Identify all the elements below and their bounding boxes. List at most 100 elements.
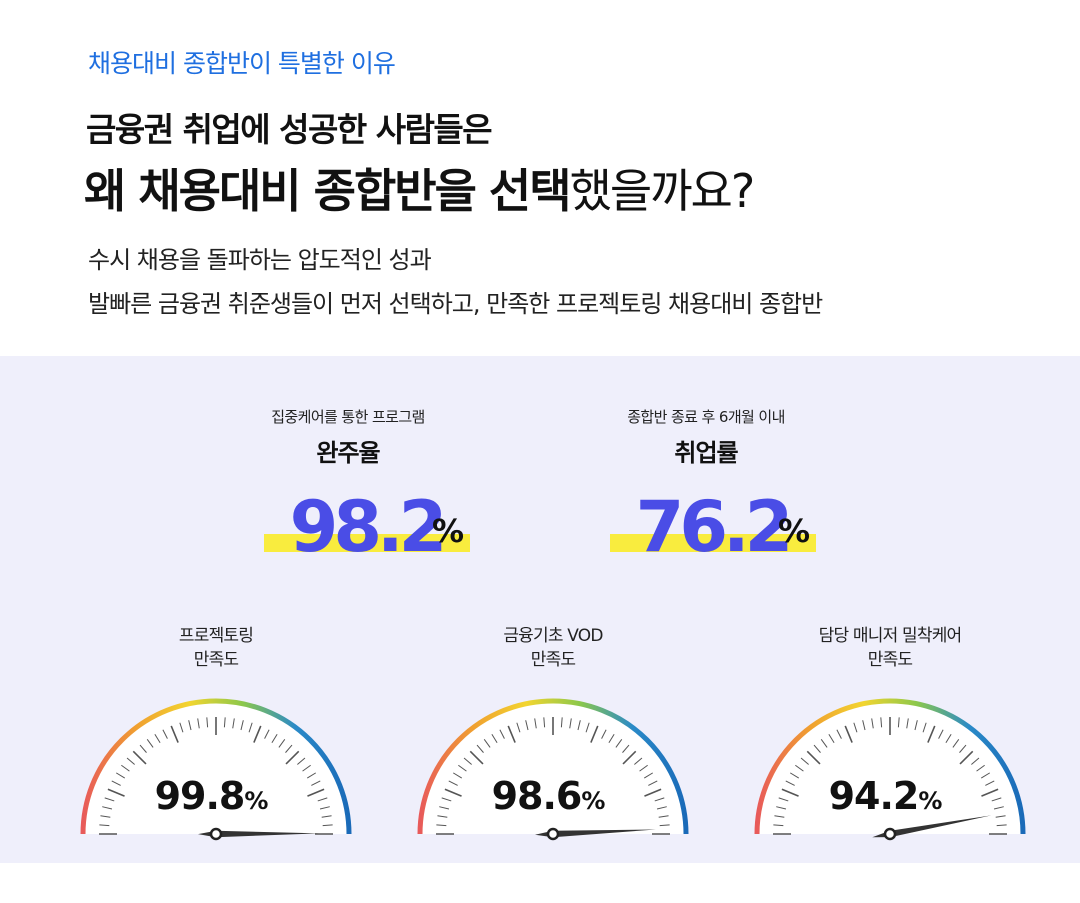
- stat-caption: 종합반 종료 후 6개월 이내: [627, 408, 785, 426]
- intro-section: 채용대비 종합반이 특별한 이유 금융권 취업에 성공한 사람들은 왜 채용대비…: [0, 0, 1080, 356]
- gauge-tick: [644, 788, 662, 797]
- gauge-tick: [458, 764, 467, 772]
- gauge-tick: [476, 744, 484, 753]
- gauge-tick: [981, 788, 999, 797]
- gauge-tick: [601, 729, 607, 739]
- headline-rest: 했을까요?: [569, 164, 756, 218]
- gauge-tick: [264, 729, 270, 739]
- gauge-tick: [306, 772, 317, 779]
- gauge-value-number: 94.2: [828, 774, 920, 818]
- gauge-tick: [525, 720, 529, 731]
- gauge-tick: [577, 720, 581, 731]
- gauge-tick: [441, 797, 452, 802]
- gauge-tick: [170, 725, 179, 743]
- gauge-tick: [971, 757, 980, 765]
- gauge-label: 담당 매니저 밀착케어 만족도: [750, 624, 1030, 672]
- gauge-tick: [560, 717, 563, 728]
- gauge-tick: [959, 750, 974, 765]
- gauge-tick: [806, 750, 821, 765]
- gauge-tick: [469, 750, 484, 765]
- gauge-value-unit: %: [918, 787, 942, 815]
- gauge-tick: [132, 750, 147, 765]
- gauge-tick: [248, 722, 253, 733]
- headline-line-2: 왜 채용대비 종합반을 선택했을까요?: [84, 155, 756, 221]
- gauge-tick: [179, 722, 184, 733]
- gauge-face: [83, 701, 349, 834]
- gauge-face: [757, 701, 1023, 834]
- stat-title: 취업률: [674, 439, 738, 467]
- gauge-tick: [206, 717, 209, 728]
- stat-employment-rate: 종합반 종료 후 6개월 이내 취업률 76.2 %: [556, 406, 856, 568]
- gauge-needle-hub: [546, 827, 560, 841]
- gauge-tick: [622, 744, 630, 753]
- gauge-tick: [569, 718, 572, 729]
- gauge-tick: [615, 739, 623, 748]
- gauge-tick: [945, 733, 952, 744]
- gauge-tick: [991, 797, 1002, 802]
- gauge-tick: [976, 764, 985, 772]
- gauge-tick: [107, 788, 125, 797]
- gauge-rim: [417, 698, 689, 835]
- gauge-tick: [197, 718, 200, 729]
- gauge-tick: [844, 725, 853, 743]
- stat-highlight-bar: [264, 534, 470, 552]
- stat-value: 98.2: [289, 486, 448, 568]
- gauge-tick: [463, 757, 472, 765]
- gauge-tick: [285, 750, 300, 765]
- gauge-tick: [302, 764, 311, 772]
- gauge-tick: [319, 806, 330, 810]
- stat-title: 완주율: [316, 439, 380, 467]
- gauge-tick: [590, 725, 599, 743]
- gauge-rim: [80, 698, 352, 835]
- gauge-tick: [297, 757, 306, 765]
- gauge-value-number: 99.8: [154, 774, 246, 818]
- gauge-needle-hub: [883, 827, 897, 841]
- stat-completion-rate: 집중케어를 통한 프로그램 완주율 98.2 %: [198, 406, 498, 568]
- gauge-tick: [659, 824, 670, 827]
- gauge-tick: [789, 772, 800, 779]
- gauge-face: [420, 701, 686, 834]
- headline-strong: 왜 채용대비 종합반을 선택: [84, 164, 572, 218]
- gauge-tick: [121, 764, 130, 772]
- gauge-tick: [102, 806, 113, 810]
- gauge-tick: [162, 729, 168, 739]
- gauge-tick: [232, 718, 235, 729]
- gauge-tick: [253, 725, 262, 743]
- gauge-tick: [188, 720, 192, 731]
- gauge-tick: [952, 739, 960, 748]
- gauge-tick: [622, 750, 637, 765]
- gauge-tick: [658, 815, 669, 818]
- gauge-tick: [115, 772, 126, 779]
- gauge-label: 프로젝토링 만족도: [76, 624, 356, 672]
- gauge-needle-hub: [209, 827, 223, 841]
- gauge-tick: [781, 788, 799, 797]
- gauge-tick: [99, 824, 110, 827]
- gauge-label-line-1: 금융기초 VOD: [503, 626, 603, 646]
- gauge-rim: [754, 698, 1026, 835]
- gauge-label: 금융기초 VOD 만족도: [413, 624, 693, 672]
- section-eyebrow: 채용대비 종합반이 특별한 이유: [88, 49, 396, 78]
- stat-caption: 집중케어를 통한 프로그램: [271, 408, 425, 426]
- stat-unit: %: [778, 512, 811, 550]
- gauge-tick: [634, 757, 643, 765]
- gauge-tick: [654, 797, 665, 802]
- gauge-tick: [499, 729, 505, 739]
- gauge-tick: [452, 772, 463, 779]
- headline-line-1: 금융권 취업에 성공한 사람들은: [86, 110, 493, 149]
- gauge-tick: [507, 725, 516, 743]
- gauge-tick: [853, 722, 858, 733]
- gauge-tick: [322, 824, 333, 827]
- gauge-manager-care-satisfaction: 담당 매니저 밀착케어 만족도 94.2%: [750, 624, 1030, 854]
- gauge-vod-satisfaction: 금융기초 VOD 만족도 98.6%: [413, 624, 693, 854]
- gauge-tick: [608, 733, 615, 744]
- gauge-needle: [535, 829, 656, 838]
- gauge-tick: [813, 744, 821, 753]
- gauge-tick: [223, 717, 226, 728]
- gauge-value-unit: %: [244, 787, 268, 815]
- gauge-value: 98.6%: [413, 774, 683, 818]
- gauge-projectoring-satisfaction: 프로젝토링 만족도 99.8%: [76, 624, 356, 854]
- gauge-needle: [198, 830, 319, 838]
- gauge-tick: [146, 739, 154, 748]
- gauge-tick: [922, 722, 927, 733]
- gauge-tick: [820, 739, 828, 748]
